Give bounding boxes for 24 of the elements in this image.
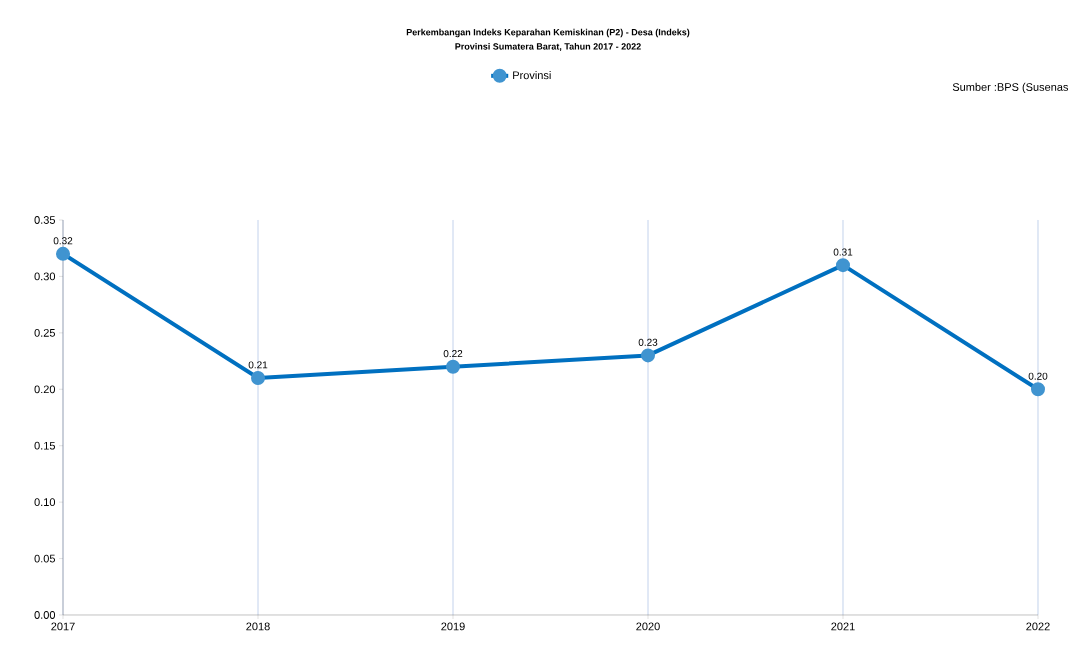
y-tick-label: 0.10 [34, 498, 56, 507]
data-label: 0.23 [638, 338, 658, 346]
x-tick-label: 2020 [636, 622, 660, 631]
x-tick-label: 2022 [1026, 622, 1050, 631]
y-tick-label: 0.30 [34, 272, 56, 281]
x-tick-label: 2018 [246, 622, 270, 631]
data-label: 0.22 [443, 350, 463, 358]
y-tick-label: 0.25 [34, 328, 55, 337]
text: Sumber :BPS (Susenas [952, 82, 1069, 94]
x-tick-label: 2019 [441, 622, 465, 631]
x-tick-label: 2017 [51, 622, 75, 631]
data-label: 0.21 [248, 361, 268, 369]
data-label: 0.32 [53, 237, 73, 245]
data-label: 0.31 [833, 248, 853, 256]
y-tick-label: 0.15 [34, 441, 55, 450]
y-tick-label: 0.00 [34, 611, 56, 619]
legend-label: Provinsi [513, 71, 551, 80]
x-tick-label: 2021 [831, 622, 855, 631]
y-tick-label: 0.05 [34, 554, 55, 563]
data-label: 0.20 [1028, 372, 1048, 380]
chart-subtitle: Provinsi Sumatera Barat, Tahun 2017 - 2022 [455, 43, 641, 51]
chart-title: Perkembangan Indeks Keparahan Kemiskinan (P2) - Desa (Indeks) [406, 28, 690, 38]
y-tick-label: 0.20 [34, 385, 56, 394]
y-tick-label: 0.35 [34, 216, 55, 224]
